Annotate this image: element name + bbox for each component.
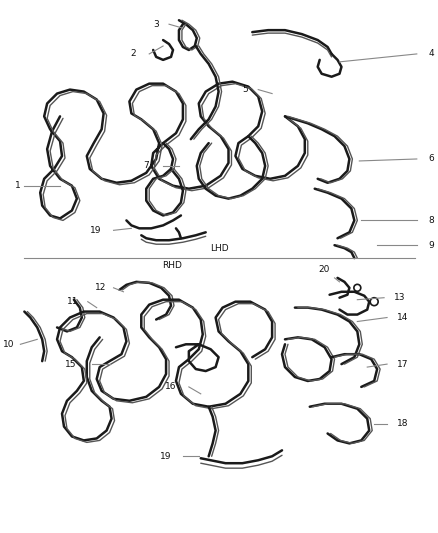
- Text: 15: 15: [65, 360, 77, 369]
- Text: 8: 8: [429, 216, 434, 225]
- Text: 6: 6: [429, 155, 434, 164]
- Text: 2: 2: [131, 50, 136, 59]
- Text: 3: 3: [153, 20, 159, 29]
- Text: 20: 20: [318, 265, 329, 274]
- Text: 10: 10: [3, 340, 14, 349]
- Text: 11: 11: [67, 297, 79, 306]
- Text: 1: 1: [14, 181, 21, 190]
- Text: LHD: LHD: [210, 244, 229, 253]
- Text: 19: 19: [159, 452, 171, 461]
- Text: 5: 5: [243, 85, 248, 94]
- Text: 4: 4: [429, 50, 434, 59]
- Text: 9: 9: [429, 241, 434, 249]
- Text: 19: 19: [90, 226, 102, 235]
- Text: 14: 14: [397, 313, 408, 322]
- Text: 16: 16: [165, 382, 176, 391]
- Text: 18: 18: [397, 419, 409, 428]
- Text: RHD: RHD: [162, 261, 182, 270]
- Text: 17: 17: [397, 360, 409, 369]
- Text: 13: 13: [394, 293, 406, 302]
- Text: 12: 12: [95, 284, 106, 292]
- Text: 7: 7: [144, 161, 149, 171]
